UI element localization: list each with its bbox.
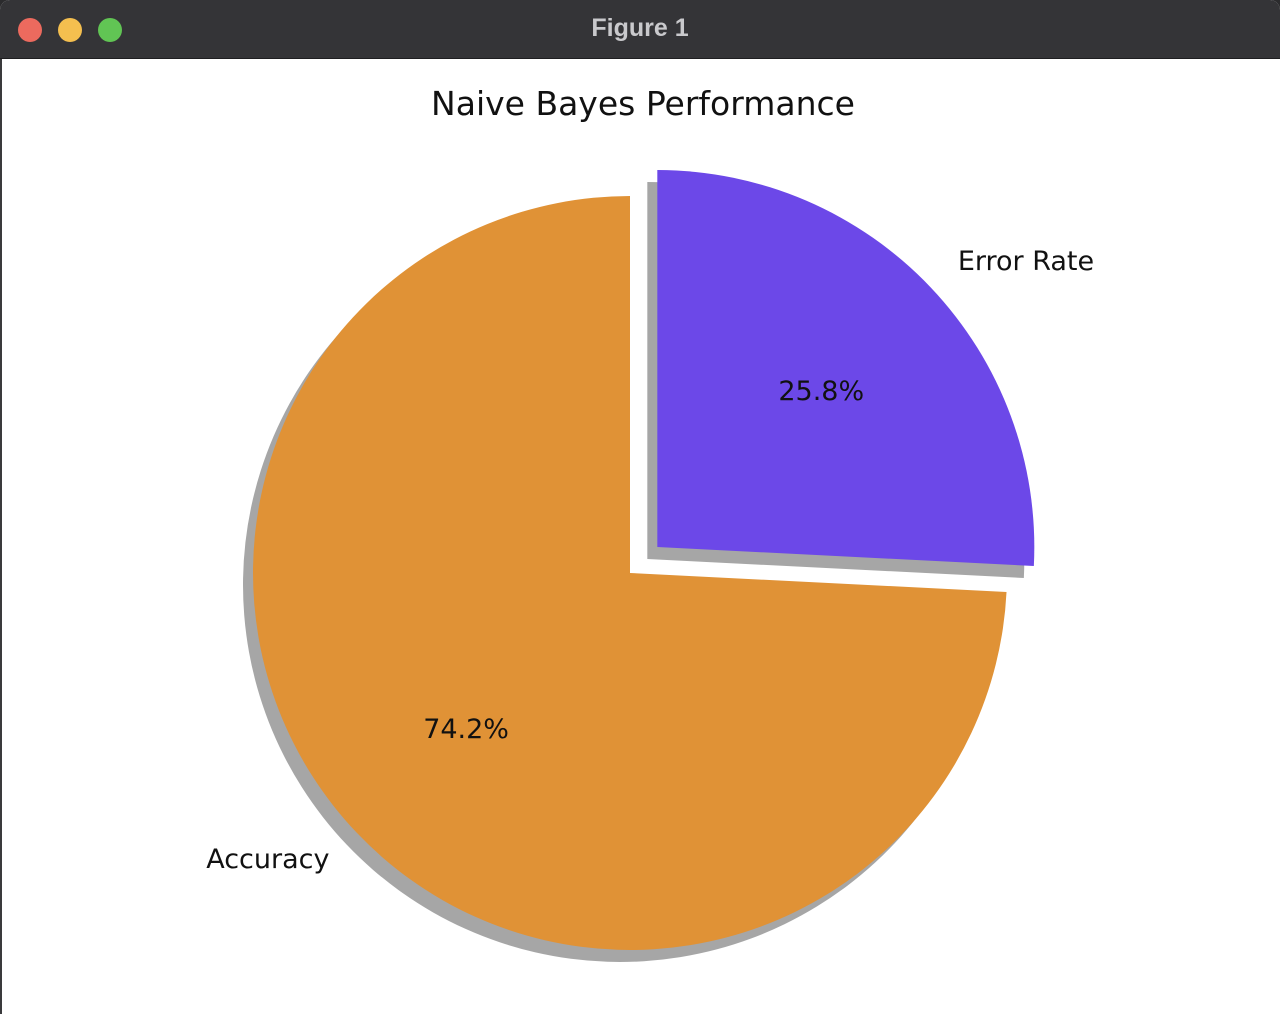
- chart-title: Naive Bayes Performance: [431, 84, 855, 123]
- maximize-button[interactable]: [98, 18, 122, 42]
- pie-slice-accuracy: [252, 196, 1007, 950]
- pct-label-accuracy: 74.2%: [423, 714, 509, 745]
- window-title: Figure 1: [591, 14, 689, 42]
- pct-label-error-rate: 25.8%: [778, 376, 864, 407]
- figure-canvas: Naive Bayes Performance Accuracy 74.2% Err…: [0, 59, 1280, 1014]
- slice-label-error-rate: Error Rate: [958, 246, 1094, 277]
- minimize-button[interactable]: [58, 18, 82, 42]
- pie-slice-error-rate: [657, 170, 1035, 566]
- title-bar: Figure 1: [0, 0, 1280, 59]
- slice-label-accuracy: Accuracy: [206, 844, 329, 875]
- pie-chart: Naive Bayes Performance Accuracy 74.2% Err…: [206, 84, 1094, 962]
- close-button[interactable]: [18, 18, 42, 42]
